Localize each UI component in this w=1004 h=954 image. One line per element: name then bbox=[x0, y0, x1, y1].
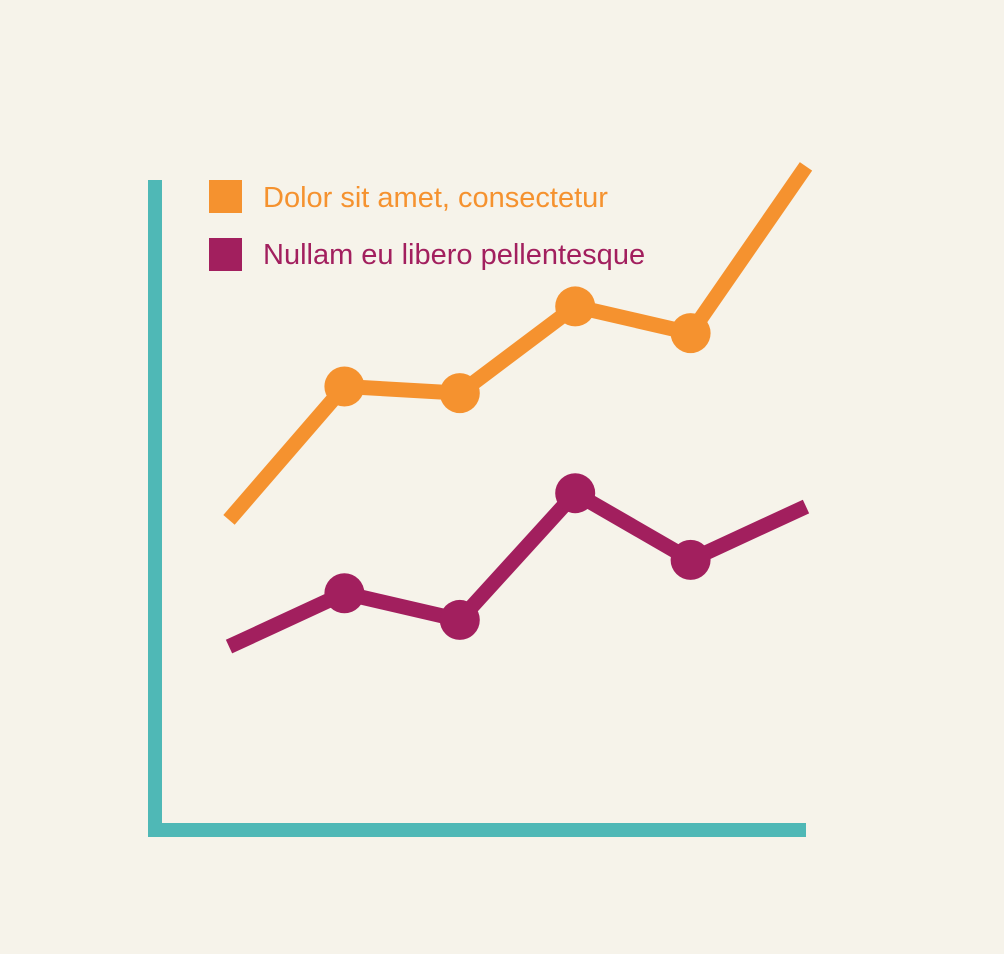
series-1-point bbox=[439, 373, 480, 414]
legend: Dolor sit amet, consectetur Nullam eu li… bbox=[209, 180, 645, 271]
series-2-point bbox=[670, 539, 711, 580]
series-layer bbox=[223, 162, 813, 654]
series-1-point bbox=[555, 286, 596, 327]
legend-swatch-series-1 bbox=[209, 180, 242, 213]
series-2-point bbox=[555, 473, 596, 514]
series-2-point bbox=[439, 599, 480, 640]
legend-label-series-1: Dolor sit amet, consectetur bbox=[263, 182, 608, 214]
series-1-point bbox=[670, 313, 711, 354]
series-line-2 bbox=[225, 485, 810, 654]
series-1-point bbox=[324, 366, 365, 407]
legend-label-series-2: Nullam eu libero pellentesque bbox=[263, 239, 645, 271]
legend-swatch-series-2 bbox=[209, 238, 242, 271]
series-line-1 bbox=[223, 162, 813, 525]
series-2-point bbox=[324, 573, 365, 614]
